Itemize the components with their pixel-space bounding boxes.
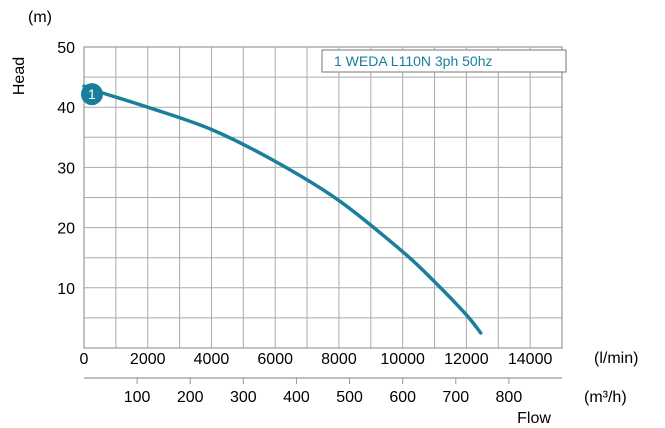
legend-entry-text: 1 WEDA L110N 3ph 50hz bbox=[334, 53, 493, 69]
y-tick-label: 50 bbox=[57, 40, 75, 57]
grid bbox=[84, 47, 562, 348]
y-tick-label: 30 bbox=[57, 160, 75, 177]
series-marker-label: 1 bbox=[88, 86, 96, 102]
x-tick-label-secondary: 100 bbox=[124, 389, 151, 406]
x-axis-label: Flow bbox=[517, 410, 551, 427]
x-tick-label-primary: 2000 bbox=[130, 351, 166, 368]
x-tick-label-primary: 6000 bbox=[257, 351, 293, 368]
x-tick-label-primary: 0 bbox=[80, 351, 89, 368]
x-tick-label-primary: 10000 bbox=[380, 351, 425, 368]
x-tick-label-secondary: 300 bbox=[230, 389, 257, 406]
legend: 1 WEDA L110N 3ph 50hz bbox=[321, 49, 567, 73]
y-tick-label: 40 bbox=[57, 100, 75, 117]
x-tick-labels-secondary: 100 200 300 400 500 600 700 800 bbox=[124, 378, 523, 406]
y-tick-labels: 10 20 30 40 50 bbox=[57, 40, 75, 298]
y-tick-label: 10 bbox=[57, 281, 75, 298]
series-line bbox=[82, 84, 483, 335]
x-tick-label-primary: 14000 bbox=[508, 351, 553, 368]
plot-frame bbox=[83, 46, 563, 349]
x-unit-primary-label: (l/min) bbox=[594, 350, 638, 367]
y-axis-label: Head bbox=[11, 57, 28, 95]
y-tick-label: 20 bbox=[57, 221, 75, 238]
x-tick-label-secondary: 400 bbox=[283, 389, 310, 406]
y-unit-label: (m) bbox=[28, 9, 52, 26]
x-tick-label-secondary: 500 bbox=[336, 389, 363, 406]
x-tick-label-primary: 12000 bbox=[444, 351, 489, 368]
series-layer: 1 bbox=[80, 83, 483, 335]
x-tick-label-secondary: 700 bbox=[442, 389, 469, 406]
x-tick-label-secondary: 200 bbox=[177, 389, 204, 406]
x-tick-label-primary: 4000 bbox=[194, 351, 230, 368]
legend-box bbox=[321, 49, 567, 73]
x-unit-secondary-label: (m³/h) bbox=[584, 389, 627, 406]
series-marker bbox=[80, 83, 103, 106]
x-tick-label-secondary: 600 bbox=[389, 389, 416, 406]
x-tick-label-secondary: 800 bbox=[496, 389, 523, 406]
x-tick-labels-primary: 0 2000 4000 6000 8000 10000 12000 14000 bbox=[80, 351, 553, 368]
x-tick-label-primary: 8000 bbox=[321, 351, 357, 368]
